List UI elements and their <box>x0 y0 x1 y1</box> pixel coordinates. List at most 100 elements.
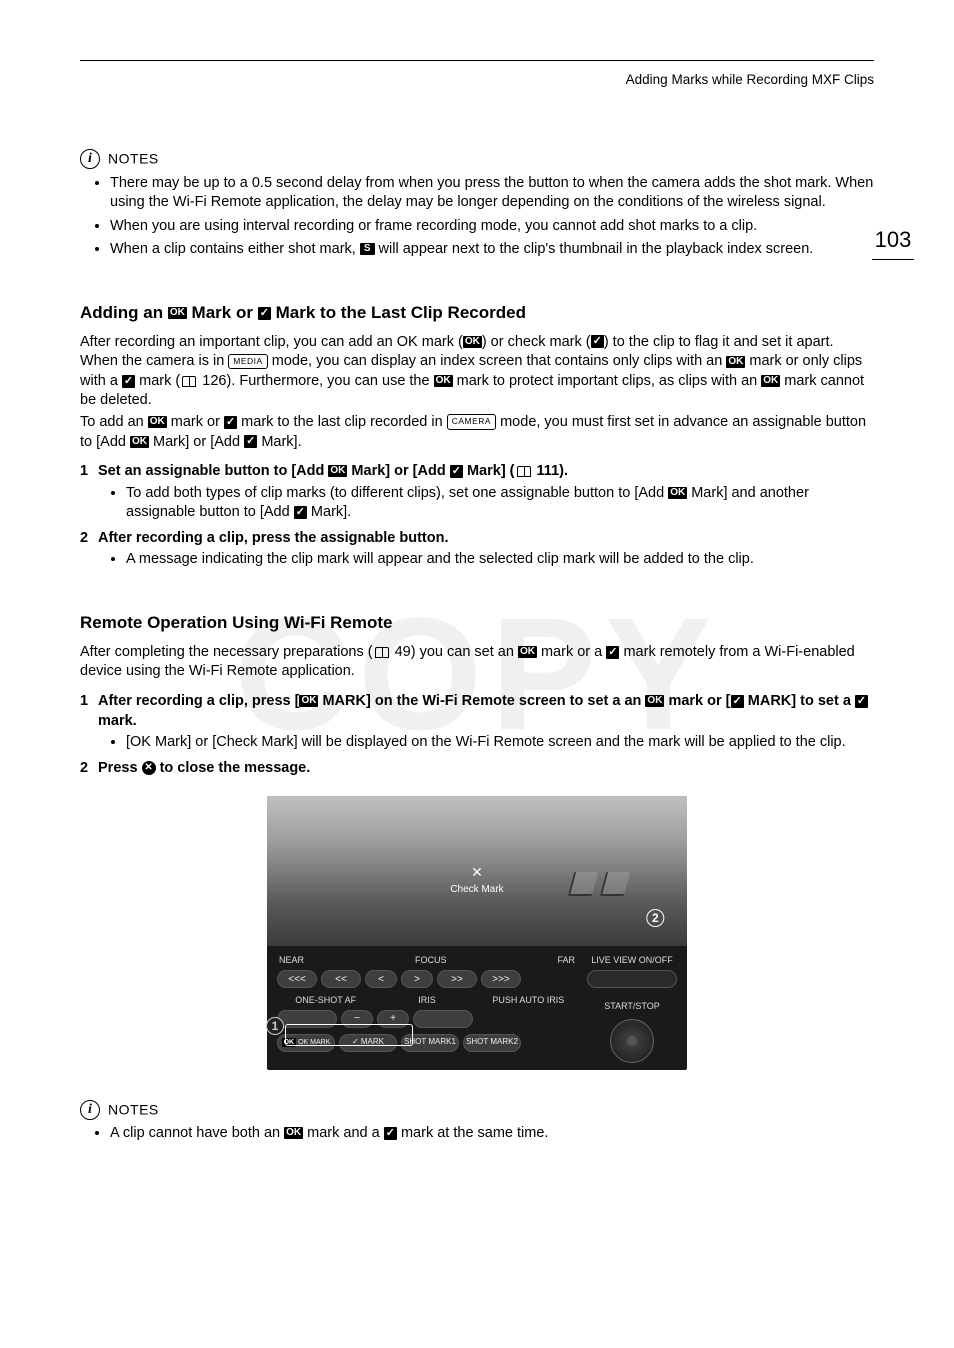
text: mark to protect important clips, as clip… <box>453 373 762 389</box>
ok-icon: OK <box>130 436 149 448</box>
notes-block-1: i NOTES There may be up to a 0.5 second … <box>80 149 874 260</box>
iris-minus-button[interactable]: − <box>341 1010 373 1028</box>
iris-label: IRIS <box>378 994 475 1006</box>
text: ) or check mark ( <box>482 334 591 350</box>
live-view-label: LIVE VIEW ON/OFF <box>587 954 677 966</box>
text: mark or [ <box>664 693 730 709</box>
live-preview: 2 ✕ Check Mark <box>267 796 687 946</box>
camera-badge: CAMERA <box>447 414 496 429</box>
text: mark to the last clip recorded in <box>237 414 447 430</box>
text: After recording a clip, press [ <box>98 693 299 709</box>
heading-text: Adding an <box>80 303 168 322</box>
sub-bullet: To add both types of clip marks (to diff… <box>126 484 874 523</box>
text: Mark]. <box>257 434 301 450</box>
media-badge: MEDIA <box>228 354 267 369</box>
s-icon: S <box>360 243 375 255</box>
heading-text: Mark to the Last Clip Recorded <box>271 303 526 322</box>
check-icon <box>731 695 744 708</box>
ok-icon: OK <box>726 356 745 368</box>
focus-far-3-button[interactable]: >>> <box>481 970 521 988</box>
section-heading-remote: Remote Operation Using Wi-Fi Remote <box>80 612 874 635</box>
text: After completing the necessary preparati… <box>80 644 373 660</box>
text: Mark] or [Add <box>347 463 449 479</box>
text: to close the message. <box>156 760 311 776</box>
callout-2: 2 <box>646 909 664 927</box>
check-icon <box>294 506 307 519</box>
check-mark-button[interactable]: ✓ MARK <box>339 1034 397 1052</box>
focus-label: FOCUS <box>308 954 553 966</box>
note-item: There may be up to a 0.5 second delay fr… <box>110 174 874 213</box>
book-icon <box>517 466 531 477</box>
ok-icon: OK <box>518 646 537 658</box>
focus-near-1-button[interactable]: < <box>365 970 397 988</box>
one-shot-af-button[interactable] <box>277 1010 337 1028</box>
text: Set an assignable button to [Add <box>98 463 328 479</box>
near-label: NEAR <box>279 954 304 966</box>
section2-para1: After completing the necessary preparati… <box>80 643 874 682</box>
text: mark. <box>98 713 137 729</box>
start-stop-label: START/STOP <box>587 1000 677 1012</box>
focus-far-2-button[interactable]: >> <box>437 970 477 988</box>
text: 111). <box>533 463 568 479</box>
section1-para1: After recording an important clip, you c… <box>80 333 874 411</box>
text: To add both types of clip marks (to diff… <box>126 485 668 501</box>
section-heading-add-mark: Adding an OK Mark or Mark to the Last Cl… <box>80 302 874 325</box>
close-overlay-icon[interactable]: ✕ <box>468 863 486 881</box>
check-icon <box>122 375 135 388</box>
check-icon <box>258 307 271 320</box>
focus-near-2-button[interactable]: << <box>321 970 361 988</box>
start-stop-button[interactable] <box>610 1019 654 1063</box>
text: mark ( <box>135 373 180 389</box>
text: Press <box>98 760 142 776</box>
ok-icon: OK <box>463 336 482 348</box>
page-number: 103 <box>872 225 914 260</box>
check-icon <box>591 335 604 348</box>
live-view-button[interactable] <box>587 970 677 988</box>
text: A clip cannot have both an <box>110 1125 284 1141</box>
ok-icon: OK <box>284 1127 303 1139</box>
text: mode, you can display an index screen th… <box>268 353 727 369</box>
ok-icon: OK <box>645 695 664 707</box>
ok-icon: OK <box>668 487 687 499</box>
step-text: After recording a clip, press the assign… <box>98 530 449 546</box>
ok-icon: OK <box>434 375 453 387</box>
check-icon <box>224 416 237 429</box>
text: 49) you can set an <box>391 644 518 660</box>
ok-icon: OK <box>148 416 167 428</box>
push-auto-iris-button[interactable] <box>413 1010 473 1028</box>
text: Mark] ( <box>463 463 515 479</box>
book-icon <box>375 647 389 658</box>
notes-label: NOTES <box>108 1101 159 1117</box>
note-item: When a clip contains either shot mark, S… <box>110 240 874 260</box>
text: Mark] or [Add <box>149 434 244 450</box>
ok-icon: OK <box>328 465 347 477</box>
close-icon: ✕ <box>142 761 156 775</box>
far-label: FAR <box>557 954 575 966</box>
heading-text: Mark or <box>187 303 258 322</box>
running-head: Adding Marks while Recording MXF Clips <box>80 71 874 89</box>
focus-near-3-button[interactable]: <<< <box>277 970 317 988</box>
check-icon <box>855 695 868 708</box>
ok-icon: OK <box>761 375 780 387</box>
section1-para2: To add an OK mark or mark to the last cl… <box>80 413 874 452</box>
text: mark or <box>167 414 224 430</box>
note-item: A clip cannot have both an OK mark and a… <box>110 1124 874 1144</box>
iris-plus-button[interactable]: + <box>377 1010 409 1028</box>
text: mark or a <box>537 644 606 660</box>
check-icon <box>384 1127 397 1140</box>
ok-icon: OK <box>299 695 318 707</box>
note-item: When you are using interval recording or… <box>110 217 874 237</box>
check-icon <box>244 435 257 448</box>
sub-bullet: [OK Mark] or [Check Mark] will be displa… <box>126 733 874 753</box>
ok-mark-button[interactable]: OKOK MARK <box>277 1034 335 1052</box>
ok-icon: OK <box>168 307 187 319</box>
remote-step-1: After recording a clip, press [OK MARK] … <box>80 692 874 753</box>
shot-mark1-button[interactable]: SHOT MARK1 <box>401 1034 459 1052</box>
step-1: Set an assignable button to [Add OK Mark… <box>80 462 874 523</box>
focus-far-1-button[interactable]: > <box>401 970 433 988</box>
text: After recording an important clip, you c… <box>80 334 463 350</box>
shot-mark2-button[interactable]: SHOT MARK2 <box>463 1034 521 1052</box>
notes-label: NOTES <box>108 151 159 167</box>
text: Mark]. <box>307 504 351 520</box>
info-icon: i <box>80 1100 100 1120</box>
